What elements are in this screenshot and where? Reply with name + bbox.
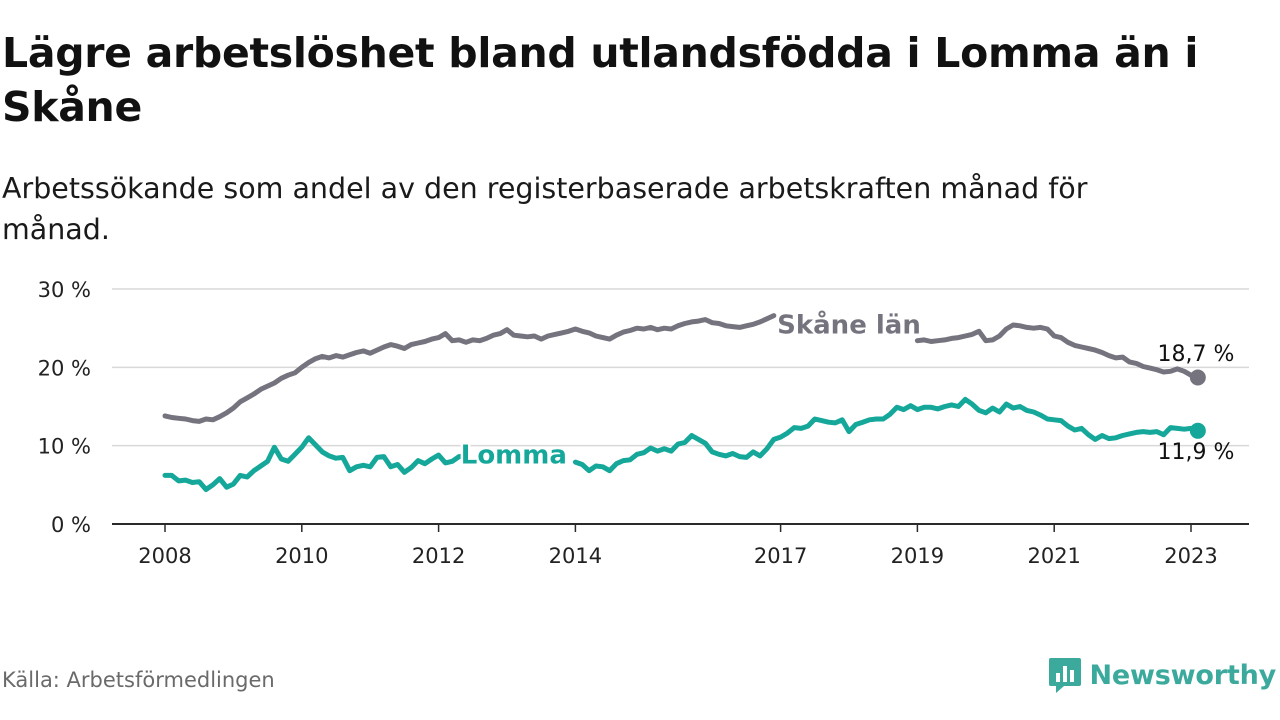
end-value-label-lomma: 11,9 %: [1158, 440, 1235, 465]
brand-name: Newsworthy: [1089, 659, 1277, 691]
x-tick-label: 2023: [1164, 544, 1217, 568]
series-line-lomma: [572, 396, 1201, 474]
series-line-sk-ne-l-n: [162, 313, 777, 424]
newsworthy-logo-icon: [1048, 658, 1081, 693]
x-tick-label: 2019: [891, 544, 944, 568]
x-tick-label: 2017: [754, 544, 807, 568]
y-tick-label: 20 %: [38, 356, 91, 380]
y-tick-label: 0 %: [51, 513, 91, 537]
y-tick-label: 10 %: [38, 435, 91, 459]
y-tick-label: 30 %: [38, 278, 91, 302]
end-point-lomma: [1189, 422, 1206, 439]
source-note: Källa: Arbetsförmedlingen: [2, 668, 275, 692]
newsworthy-brand: Newsworthy: [1048, 654, 1276, 696]
x-tick-label: 2014: [549, 544, 602, 568]
end-value-label-sk-ne-l-n: 18,7 %: [1158, 342, 1235, 367]
chart-title: Lägre arbetslöshet bland utlandsfödda i …: [2, 29, 1199, 131]
chart-subtitle: Arbetssökande som andel av den registerb…: [2, 172, 1088, 246]
x-tick-label: 2012: [412, 544, 465, 568]
series-label-sk-ne-l-n: Skåne län: [777, 308, 921, 340]
x-tick-label: 2008: [138, 544, 191, 568]
x-tick-label: 2021: [1027, 544, 1080, 568]
series-label-lomma: Lomma: [461, 440, 567, 470]
series-line-lomma: [162, 435, 469, 492]
series-line-sk-ne-l-n: [914, 322, 1201, 380]
x-tick-label: 2010: [275, 544, 328, 568]
end-point-sk-ne-l-n: [1189, 369, 1206, 386]
